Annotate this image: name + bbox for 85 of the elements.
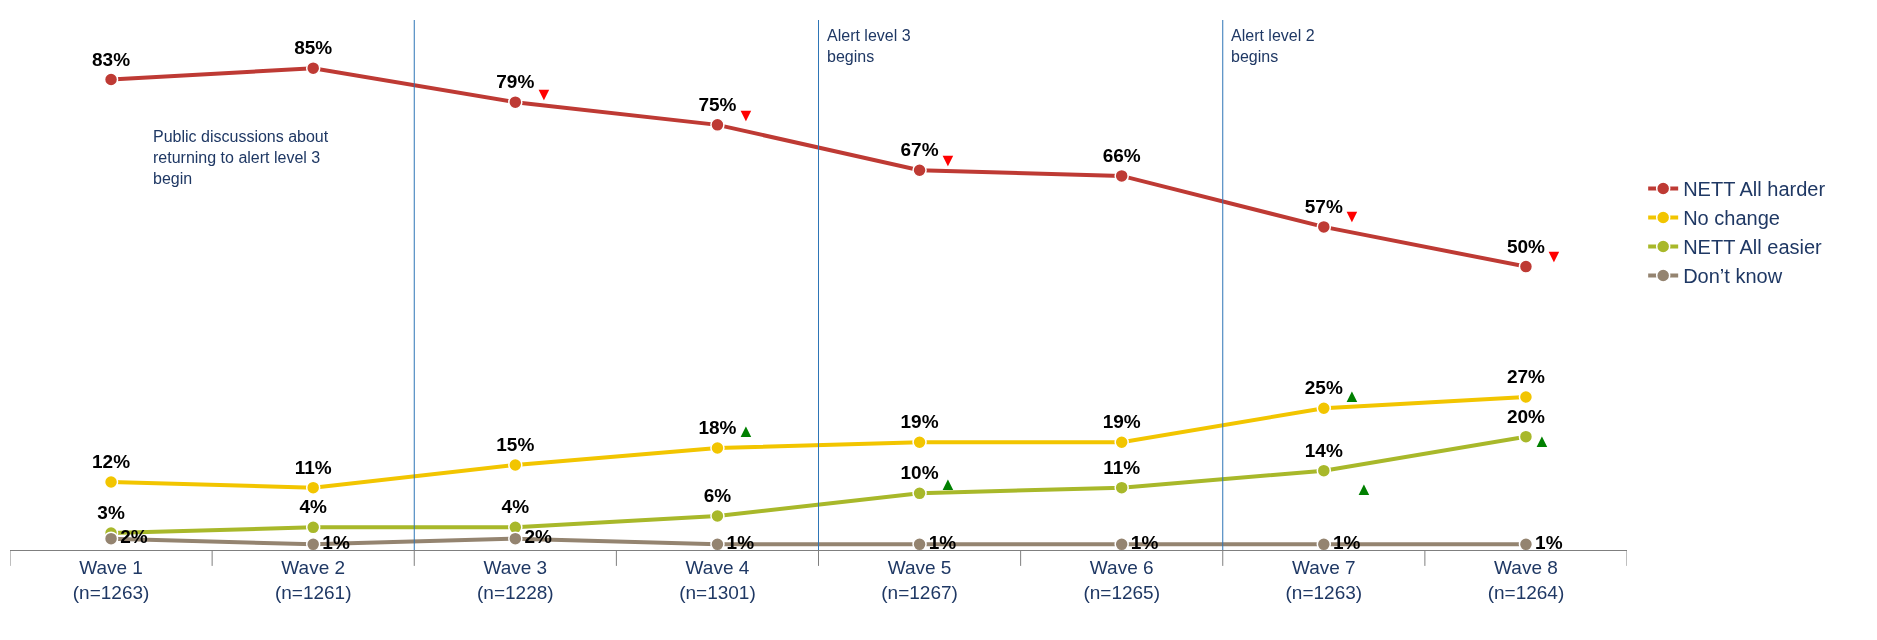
data-label: 19% (1102, 411, 1141, 433)
point (305, 520, 321, 535)
data-label: 11% (1103, 456, 1141, 478)
data-label: 3% (97, 502, 125, 524)
point (1316, 463, 1332, 478)
annotation: ▼ (939, 150, 957, 170)
x-tick-label: Wave 6 (n=1265) (1083, 556, 1160, 603)
text: Alert level 2 begins (1231, 27, 1315, 65)
point (103, 474, 119, 490)
point (912, 435, 927, 450)
point (912, 162, 927, 178)
point (305, 537, 321, 552)
data-label: 25% (1304, 377, 1343, 399)
x-tick-label: Wave 7 (n=1263) (1285, 556, 1363, 603)
data-label: 1% (726, 532, 755, 554)
annotation: ▲ (1355, 479, 1373, 499)
annotation: Public discussions about returning to alert level 3 begin (153, 128, 329, 187)
data-label: 79% (496, 71, 535, 93)
x-tick-label: Wave 4 (n=1301) (679, 556, 756, 603)
x-tick-label: Wave 1 (n=1263) (72, 556, 150, 603)
point (710, 537, 725, 552)
point (710, 508, 725, 524)
point (1114, 435, 1129, 450)
data-label: 19% (900, 411, 939, 433)
point (508, 531, 523, 546)
data-label: 10% (900, 462, 939, 484)
annotation: ▼ (1545, 246, 1563, 266)
legend-label: NETT All harder (1683, 178, 1826, 201)
data-label: 6% (703, 485, 732, 507)
x-tick-label: Wave 5 (n=1267) (881, 556, 958, 603)
point (103, 531, 119, 546)
point (710, 440, 725, 456)
data-label: 50% (1506, 235, 1546, 257)
data-label: 11% (294, 456, 332, 478)
point (912, 486, 927, 501)
data-label: 4% (299, 496, 328, 518)
annotation: ▼ (737, 105, 755, 125)
data-label: 67% (900, 139, 939, 161)
point (1316, 537, 1332, 552)
point (1316, 219, 1332, 235)
data-label: 27% (1506, 366, 1546, 388)
annotation: ▲ (737, 421, 755, 441)
data-label: 15% (496, 434, 535, 456)
point (1518, 389, 1534, 405)
point (1114, 480, 1129, 495)
point (1518, 429, 1534, 444)
point (1518, 537, 1534, 552)
legend-label: NETT All easier (1683, 236, 1823, 259)
annotation: ▲ (939, 474, 957, 494)
data-label: 14% (1304, 439, 1343, 461)
point (1114, 168, 1129, 184)
point (1114, 537, 1129, 552)
data-label: 1% (1535, 532, 1563, 554)
point (1518, 259, 1534, 274)
x-tick-label: Wave 2 (n=1261) (274, 556, 352, 603)
text: Alert level 3 begins (827, 27, 911, 65)
x-tick-label: Wave 3 (n=1228) (477, 556, 554, 603)
data-label: 18% (698, 417, 737, 439)
annotation: ▼ (535, 84, 553, 104)
point (103, 72, 119, 87)
point (508, 457, 523, 473)
point (305, 60, 321, 76)
annotation: ▲ (1533, 431, 1551, 451)
data-label: 4% (501, 496, 530, 518)
data-label: 57% (1304, 196, 1343, 218)
annotation: ▼ (1343, 206, 1361, 226)
point (305, 480, 321, 495)
annotation: ▲ (1343, 386, 1361, 406)
data-label: 85% (294, 37, 333, 59)
data-label: 83% (92, 48, 131, 70)
data-label: 1% (1332, 532, 1361, 554)
x-tick-label: Wave 8 (n=1264) (1487, 556, 1565, 603)
data-label: 1% (1130, 532, 1159, 554)
point (710, 117, 725, 133)
point (912, 537, 927, 552)
data-label: 20% (1506, 405, 1546, 427)
data-label: 75% (698, 94, 737, 115)
data-label: 12% (92, 451, 131, 473)
data-label: 1% (928, 532, 957, 554)
point (1316, 401, 1332, 416)
legend-label: No change (1683, 207, 1780, 230)
data-label: 66% (1102, 145, 1141, 167)
point (508, 94, 523, 110)
point (508, 520, 523, 535)
legend-label: Don’t know (1683, 265, 1783, 288)
